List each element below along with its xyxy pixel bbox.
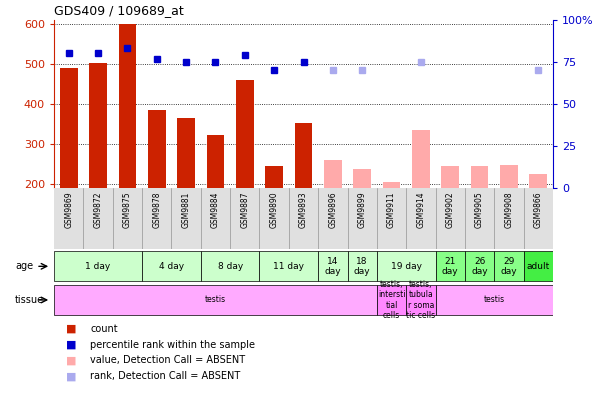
Text: 11 day: 11 day xyxy=(273,262,304,271)
Text: GSM9887: GSM9887 xyxy=(240,191,249,228)
Bar xyxy=(54,285,377,315)
Text: ■: ■ xyxy=(66,371,76,381)
Text: 14
day: 14 day xyxy=(325,257,341,276)
Text: GSM9881: GSM9881 xyxy=(182,191,191,228)
Text: GSM9893: GSM9893 xyxy=(299,191,308,228)
Bar xyxy=(471,166,489,188)
Bar xyxy=(266,166,283,188)
Bar xyxy=(353,169,371,188)
Text: testis: testis xyxy=(205,295,226,305)
Bar xyxy=(118,24,136,188)
Text: GSM9911: GSM9911 xyxy=(387,191,396,228)
Bar xyxy=(529,174,547,188)
Bar xyxy=(318,251,347,282)
Text: 21
day: 21 day xyxy=(442,257,459,276)
Bar xyxy=(377,251,436,282)
Bar xyxy=(148,110,166,188)
Text: GSM9884: GSM9884 xyxy=(211,191,220,228)
Bar xyxy=(260,251,318,282)
Text: GSM9914: GSM9914 xyxy=(416,191,426,228)
Text: GSM9872: GSM9872 xyxy=(94,191,103,228)
Text: tissue: tissue xyxy=(15,295,44,305)
Bar xyxy=(377,285,406,315)
Text: GSM9878: GSM9878 xyxy=(152,191,161,228)
Text: 8 day: 8 day xyxy=(218,262,243,271)
Bar xyxy=(142,251,201,282)
Text: ■: ■ xyxy=(66,339,76,350)
Text: 19 day: 19 day xyxy=(391,262,422,271)
Bar xyxy=(201,251,260,282)
Bar xyxy=(177,118,195,188)
Bar xyxy=(406,285,436,315)
Text: GDS409 / 109689_at: GDS409 / 109689_at xyxy=(54,4,184,17)
Text: ■: ■ xyxy=(66,355,76,366)
Text: 18
day: 18 day xyxy=(354,257,370,276)
Text: GSM9869: GSM9869 xyxy=(64,191,73,228)
Text: 29
day: 29 day xyxy=(501,257,517,276)
Text: testis,
tubula
r soma
tic cells: testis, tubula r soma tic cells xyxy=(406,280,436,320)
Bar xyxy=(54,251,142,282)
Text: count: count xyxy=(90,324,118,334)
Text: 4 day: 4 day xyxy=(159,262,184,271)
Text: 1 day: 1 day xyxy=(85,262,111,271)
Bar xyxy=(294,123,313,188)
Text: percentile rank within the sample: percentile rank within the sample xyxy=(90,339,255,350)
Text: adult: adult xyxy=(526,262,550,271)
Bar xyxy=(494,251,523,282)
Bar xyxy=(90,63,107,188)
Bar xyxy=(60,68,78,188)
Text: age: age xyxy=(15,261,33,271)
Bar xyxy=(324,160,341,188)
Text: GSM9890: GSM9890 xyxy=(270,191,279,228)
Text: rank, Detection Call = ABSENT: rank, Detection Call = ABSENT xyxy=(90,371,240,381)
Text: 26
day: 26 day xyxy=(471,257,488,276)
Bar xyxy=(500,165,517,188)
Bar xyxy=(436,251,465,282)
Text: GSM9866: GSM9866 xyxy=(534,191,543,228)
Bar xyxy=(383,182,400,188)
Bar xyxy=(236,80,254,188)
Text: GSM9896: GSM9896 xyxy=(328,191,337,228)
Text: GSM9905: GSM9905 xyxy=(475,191,484,228)
Text: GSM9908: GSM9908 xyxy=(504,191,513,228)
Text: GSM9902: GSM9902 xyxy=(446,191,455,228)
Bar xyxy=(441,166,459,188)
Bar xyxy=(347,251,377,282)
Text: GSM9899: GSM9899 xyxy=(358,191,367,228)
Bar xyxy=(207,135,224,188)
Text: testis: testis xyxy=(484,295,505,305)
Text: GSM9875: GSM9875 xyxy=(123,191,132,228)
Text: ■: ■ xyxy=(66,324,76,334)
Bar xyxy=(436,285,553,315)
Bar xyxy=(412,129,430,188)
Text: value, Detection Call = ABSENT: value, Detection Call = ABSENT xyxy=(90,355,245,366)
Bar xyxy=(523,251,553,282)
Text: testis,
intersti
tial
cells: testis, intersti tial cells xyxy=(378,280,405,320)
Bar xyxy=(465,251,494,282)
